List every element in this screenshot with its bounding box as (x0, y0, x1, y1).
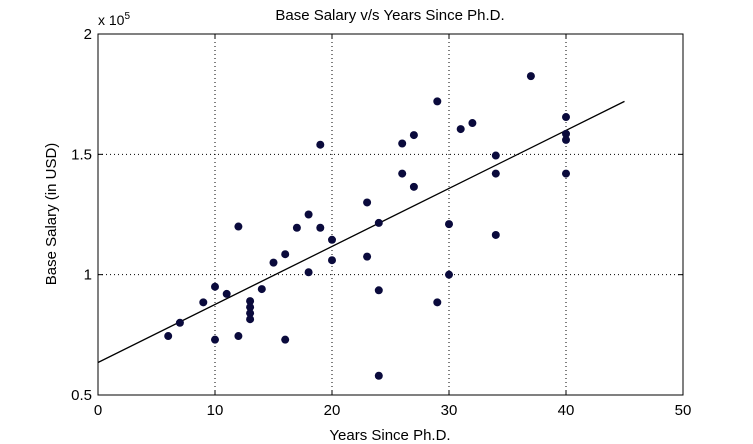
data-point (199, 298, 208, 307)
data-point (363, 252, 372, 261)
data-point (328, 256, 336, 265)
chart-title: Base Salary v/s Years Since Ph.D. (275, 7, 504, 24)
data-point (409, 131, 418, 140)
data-point (316, 140, 325, 149)
x-axis-label: Years Since Ph.D. (329, 427, 450, 444)
data-point (562, 169, 570, 178)
data-point (246, 309, 255, 318)
data-point (292, 223, 301, 232)
data-point (363, 198, 372, 207)
y-tick-label: 1 (84, 267, 92, 284)
data-point (246, 297, 255, 306)
data-point (562, 129, 570, 138)
data-point (445, 220, 453, 229)
data-point (328, 235, 336, 244)
data-points (164, 72, 570, 380)
data-point (281, 335, 290, 344)
x-tick-label: 10 (207, 402, 224, 419)
y-tick-label: 2 (84, 26, 92, 43)
data-point (456, 125, 465, 134)
y-tick-label: 1.5 (71, 146, 92, 163)
data-point (304, 210, 313, 219)
data-point (562, 135, 570, 144)
y-exponent-power: 5 (124, 11, 130, 22)
data-point (211, 335, 219, 344)
x-tick-label: 30 (441, 402, 458, 419)
data-point (246, 315, 255, 324)
data-point (269, 258, 278, 267)
y-exponent-base: x 10 (98, 12, 125, 28)
data-point (491, 230, 500, 239)
data-point (491, 151, 500, 160)
data-point (257, 285, 266, 294)
data-point (246, 303, 255, 312)
data-point (374, 218, 383, 227)
y-tick-label: 0.5 (71, 387, 92, 404)
data-point (445, 270, 453, 279)
fit-line-layer (97, 100, 625, 364)
data-point (526, 72, 535, 81)
data-point (374, 371, 383, 380)
data-point (468, 119, 477, 128)
data-point (234, 332, 243, 341)
data-point (374, 286, 383, 295)
plot-area-frame (97, 33, 684, 396)
data-point (164, 332, 173, 341)
data-point (398, 139, 407, 148)
y-axis-label: Base Salary (in USD) (43, 143, 60, 286)
data-point (211, 282, 219, 291)
data-point (491, 169, 500, 178)
data-point (398, 169, 407, 178)
data-point (304, 268, 313, 277)
grid-layer (98, 34, 683, 395)
regression-line (97, 100, 625, 364)
x-tick-label: 0 (94, 402, 102, 419)
data-point (433, 97, 442, 106)
data-point (175, 318, 184, 327)
data-point (316, 223, 325, 232)
x-tick-label: 50 (675, 402, 692, 419)
data-point (281, 250, 290, 259)
tick-layer: 0 10 20 30 40 50 0.5 1 1.5 2 (71, 26, 691, 419)
data-point (234, 222, 243, 231)
data-point (562, 113, 570, 122)
x-tick-label: 20 (324, 402, 341, 419)
data-point (433, 298, 442, 307)
data-point (222, 289, 231, 298)
y-exponent-label: x 105 (98, 11, 130, 28)
data-point (409, 182, 418, 191)
x-tick-label: 40 (558, 402, 575, 419)
